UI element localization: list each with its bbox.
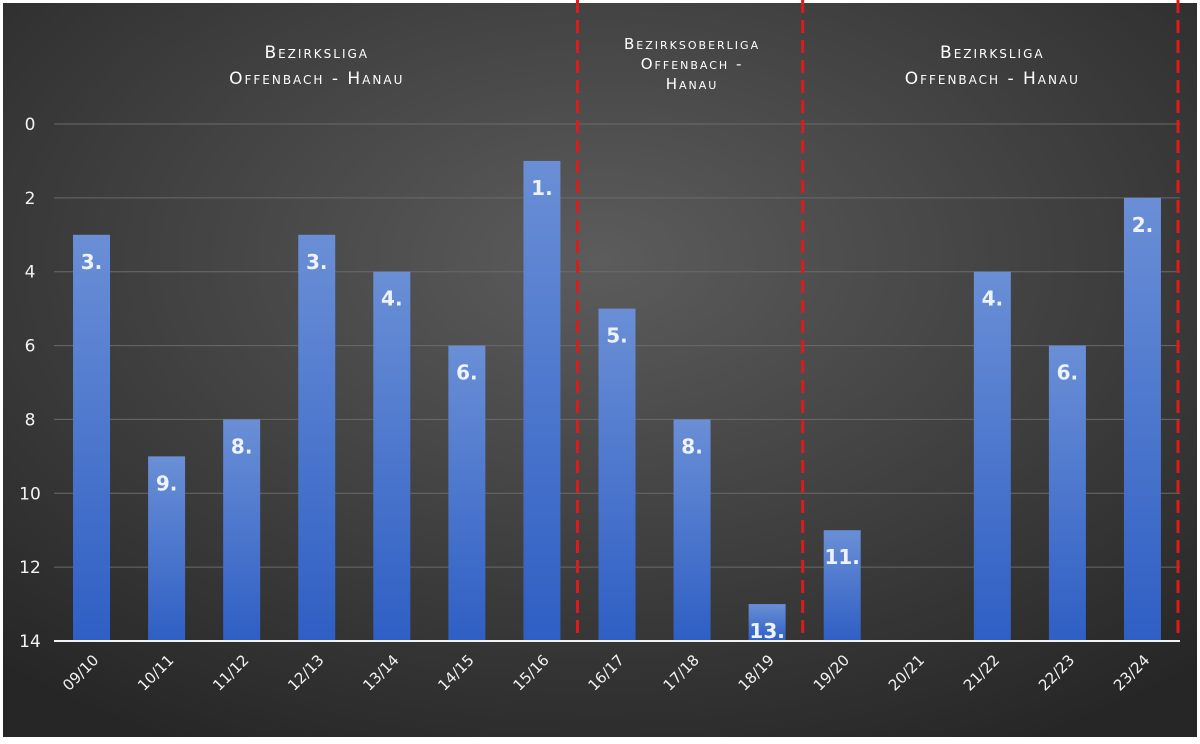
y-tick-label: 12: [19, 558, 41, 578]
bar-09-10: [73, 234, 111, 642]
y-tick-label: 4: [25, 263, 36, 283]
bar-11-12: [223, 419, 261, 641]
data-label: 3.: [306, 250, 328, 274]
league-annotation: Bezirksliga Offenbach - Hanau: [229, 43, 404, 89]
bar-14-15: [448, 345, 486, 641]
league-annotation: Bezirksliga Offenbach - Hanau: [905, 43, 1080, 89]
league-annotation-line: Bezirksliga: [264, 43, 369, 63]
data-label: 1.: [531, 176, 553, 200]
data-label: 11.: [824, 545, 859, 569]
bar-17-18: [673, 419, 711, 641]
data-label: 4.: [381, 287, 403, 311]
bar-18-19: [748, 604, 786, 641]
bar-19-20: [823, 530, 861, 641]
data-label: 5.: [606, 324, 628, 348]
bar-16-17: [598, 308, 636, 641]
y-tick-label: 10: [19, 484, 41, 504]
league-annotation-line: Offenbach -: [641, 55, 744, 73]
data-label: 4.: [982, 287, 1004, 311]
data-label: 8.: [231, 434, 253, 458]
bar-13-14: [373, 271, 411, 641]
league-annotation-line: Offenbach - Hanau: [905, 69, 1080, 89]
data-label: 8.: [681, 434, 703, 458]
data-label: 6.: [1057, 361, 1079, 385]
bar-23-24: [1123, 197, 1161, 641]
data-label: 9.: [156, 471, 178, 495]
data-label: 2.: [1132, 213, 1154, 237]
league-annotation-line: Bezirksoberliga: [624, 35, 760, 53]
bar-12-13: [298, 234, 336, 642]
y-tick-label: 14: [19, 632, 41, 652]
league-annotation-line: Offenbach - Hanau: [229, 69, 404, 89]
bar-22-23: [1048, 345, 1086, 641]
data-label: 13.: [749, 619, 784, 643]
data-label: 3.: [81, 250, 103, 274]
league-annotation-line: Hanau: [666, 75, 719, 93]
y-tick-label: 0: [25, 115, 36, 135]
y-tick-label: 8: [25, 410, 36, 430]
bar-15-16: [523, 160, 561, 641]
league-annotation-line: Bezirksliga: [940, 43, 1045, 63]
bar-21-22: [973, 271, 1011, 641]
league-annotation: Bezirksoberliga Offenbach - Hanau: [624, 35, 760, 93]
y-tick-label: 2: [25, 189, 36, 209]
y-tick-label: 6: [25, 337, 36, 357]
data-label: 6.: [456, 361, 478, 385]
bar-10-11: [148, 456, 186, 641]
